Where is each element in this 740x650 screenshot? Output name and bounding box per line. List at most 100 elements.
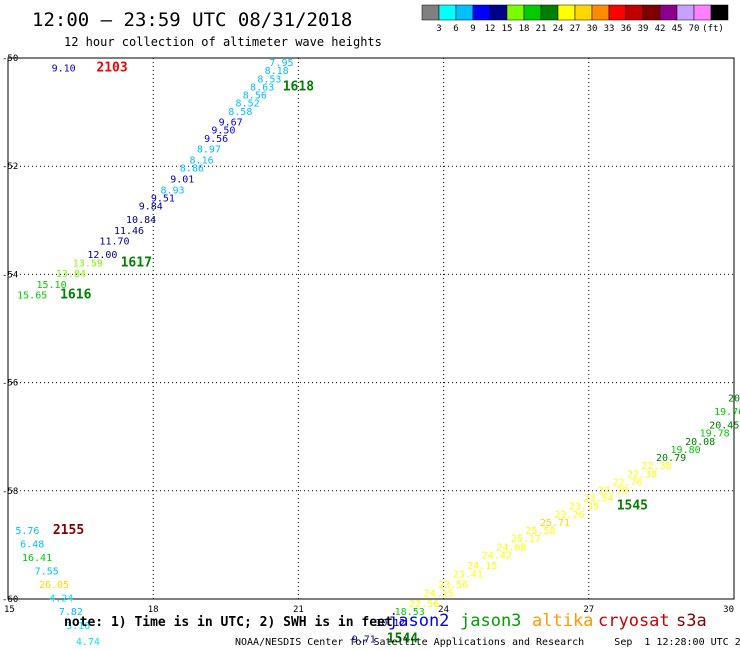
- legend-label: 45: [672, 24, 683, 34]
- swh-value-label: 11.46: [114, 226, 144, 237]
- track-time-label: 1617: [121, 255, 152, 270]
- swh-value-label: 20.08: [685, 437, 715, 448]
- swh-value-label: 23.56: [438, 580, 468, 591]
- legend-label: 12: [485, 24, 496, 34]
- chart-title: 12:00 — 23:59 UTC 08/31/2018: [32, 9, 352, 31]
- swh-value-label: 8.52: [236, 99, 260, 110]
- swh-value-label: 10.12: [375, 618, 405, 629]
- swh-value-label: 19.78: [700, 429, 730, 440]
- swh-value-label: 25.58: [525, 526, 555, 537]
- swh-value-label: 20.45: [709, 421, 739, 432]
- swh-value-label: 24.42: [482, 550, 512, 561]
- legend-label: 30: [587, 24, 598, 34]
- track-time-label: 1544: [387, 631, 418, 646]
- swh-value-label: 5.76: [15, 526, 39, 537]
- y-tick-label: -58: [2, 487, 18, 497]
- swh-value-label: 8.63: [250, 82, 274, 93]
- x-tick-label: 24: [438, 605, 449, 615]
- legend-swatch: [523, 4, 542, 21]
- legend-swatch: [676, 4, 695, 21]
- swh-value-label: 8.86: [180, 164, 204, 175]
- swh-value-label: 23.35: [569, 502, 599, 513]
- swh-value-label: 3.16: [66, 621, 90, 632]
- x-tick-label: 30: [723, 605, 734, 615]
- axis-tick-labels: 15 18 21 24 27 30 -50 -52 -54 -56 -58 -60: [2, 54, 734, 615]
- swh-value-label: 15.10: [37, 280, 67, 291]
- swh-value-label: 20.79: [656, 453, 686, 464]
- swh-value-label: 9.84: [139, 201, 163, 212]
- swh-value-label: 9.51: [151, 193, 175, 204]
- legend-swatch: [710, 4, 729, 21]
- swh-value-label: 18.53: [395, 607, 425, 618]
- legend-label: 27: [570, 24, 581, 34]
- legend-label: 18: [519, 24, 530, 34]
- swh-value-label: 23.54: [583, 494, 613, 505]
- swh-value-label: 8.53: [257, 74, 281, 85]
- swh-value-label: 23.26: [554, 510, 584, 521]
- swh-value-label: 25.71: [540, 518, 570, 529]
- plot-frame: [7, 57, 735, 600]
- legend-swatch: [625, 4, 644, 21]
- swh-value-label: 22.78: [598, 486, 628, 497]
- satellite-altika: altika: [532, 611, 593, 631]
- swh-value-label: 4.74: [76, 637, 100, 648]
- legend-label: 24: [553, 24, 564, 34]
- legend-label: 6: [453, 24, 458, 34]
- legend-swatch: [659, 4, 678, 21]
- swh-value-label: 9.67: [219, 118, 243, 129]
- footer-credit: NOAA/NESDIS Center for Satellite Applica…: [235, 637, 740, 648]
- swh-value-label: 7.82: [59, 607, 83, 618]
- legend-label: 33: [604, 24, 615, 34]
- legend-swatch: [421, 4, 440, 21]
- swh-value-label: 13.84: [56, 269, 86, 280]
- swh-value-label: 7.55: [35, 567, 59, 578]
- legend-swatch: [540, 4, 559, 21]
- swh-value-label: 8.18: [265, 66, 289, 77]
- swh-value-label: 8.16: [190, 155, 214, 166]
- swh-value-label: 25.17: [511, 534, 541, 545]
- x-tick-label: 21: [293, 605, 304, 615]
- legend-swatch: [438, 4, 457, 21]
- y-tick-label: -52: [2, 162, 18, 172]
- legend-swatch: [557, 4, 576, 21]
- swh-value-label: 8.97: [197, 145, 221, 156]
- legend-label: 15: [502, 24, 513, 34]
- satellite-s3a: s3a: [676, 611, 707, 631]
- swh-value-label: 9.01: [170, 174, 194, 185]
- swh-value-label: 24.15: [467, 561, 497, 572]
- swh-value-label: 15.65: [17, 291, 47, 302]
- swh-value-label: 24.68: [496, 542, 526, 553]
- x-tick-label: 15: [4, 605, 15, 615]
- legend-label: 21: [536, 24, 547, 34]
- legend-swatch: [693, 4, 712, 21]
- swh-value-label: 4.24: [49, 594, 73, 605]
- satellite-jason2: jason2: [388, 611, 449, 631]
- legend-label: 9: [470, 24, 475, 34]
- swh-value-label: 22.38: [627, 469, 657, 480]
- track-time-label: 1616: [60, 288, 91, 303]
- legend-swatch: [489, 4, 508, 21]
- y-tick-label: -60: [2, 595, 18, 605]
- satellite-legend: jason2 jason3 altika cryosat s3a: [388, 611, 707, 631]
- y-tick-label: -54: [2, 270, 18, 280]
- legend-swatch: [591, 4, 610, 21]
- swh-value-label: 20: [728, 394, 740, 405]
- x-tick-label: 27: [583, 605, 594, 615]
- swh-value-label: 22.56: [409, 599, 439, 610]
- satellite-cryosat: cryosat: [598, 611, 670, 631]
- track-time-label: 2155: [53, 523, 84, 538]
- swh-value-label: 22.76: [612, 477, 642, 488]
- legend-label: 70: [689, 24, 700, 34]
- legend-label: 39: [638, 24, 649, 34]
- swh-value-label: 19.80: [671, 445, 701, 456]
- swh-value-label: 26.05: [39, 580, 69, 591]
- swh-value-label: 16.41: [22, 553, 52, 564]
- chart-subtitle: 12 hour collection of altimeter wave hei…: [64, 35, 382, 49]
- track-time-label: 2103: [96, 61, 127, 76]
- y-tick-label: -56: [2, 379, 18, 389]
- swh-value-label: 23.41: [453, 569, 483, 580]
- grid-lines: [8, 58, 734, 599]
- swh-value-label: 8.93: [161, 185, 185, 196]
- swh-value-label: 9.71: [352, 634, 376, 645]
- swh-value-label: 13.59: [73, 258, 103, 269]
